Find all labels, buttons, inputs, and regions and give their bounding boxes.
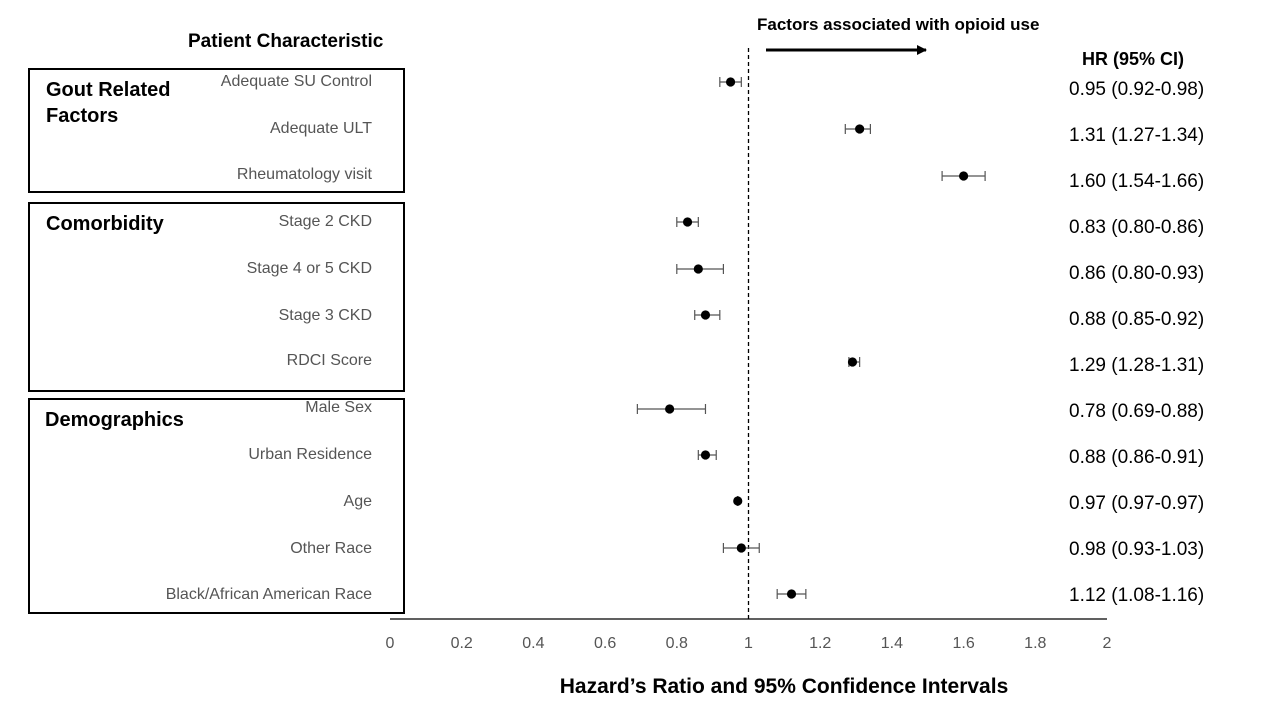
row-label: Black/African American Race xyxy=(165,586,372,603)
row-label: Stage 2 CKD xyxy=(278,213,372,230)
row-label: Age xyxy=(343,493,372,510)
hr-point xyxy=(733,496,743,506)
group-label-gout: Gout Related Factors xyxy=(46,79,171,127)
hr-point xyxy=(847,357,858,367)
hr-value: 0.98 (0.93-1.03) xyxy=(1069,539,1205,560)
row-label: Male Sex xyxy=(305,399,372,416)
hr-value: 0.78 (0.69-0.88) xyxy=(1069,401,1205,422)
hr-value: 0.88 (0.86-0.91) xyxy=(1069,447,1205,468)
x-axis-title: Hazard’s Ratio and 95% Confidence Interv… xyxy=(559,675,1009,698)
hr-value: 1.60 (1.54-1.66) xyxy=(1069,171,1205,192)
group-label-comorbidity: Comorbidity xyxy=(46,213,164,235)
row-label: Adequate ULT xyxy=(270,120,372,137)
hr-point xyxy=(855,124,865,134)
row-label: RDCI Score xyxy=(286,352,372,369)
row-label: Urban Residence xyxy=(248,446,372,463)
hr-value: 0.97 (0.97-0.97) xyxy=(1069,493,1205,514)
hr-value: 1.31 (1.27-1.34) xyxy=(1069,125,1205,146)
row-label: Adequate SU Control xyxy=(220,73,372,90)
x-tick-label: 0.6 xyxy=(594,635,616,652)
direction-annotation: Factors associated with opioid use xyxy=(757,15,1040,34)
hr-value: 1.29 (1.28-1.31) xyxy=(1069,355,1205,376)
hr-column-header: HR (95% CI) xyxy=(1082,49,1185,69)
x-tick-label: 0.4 xyxy=(522,635,544,652)
chart-title: Patient Characteristic xyxy=(188,31,384,52)
hr-point xyxy=(786,589,797,599)
hr-point xyxy=(665,404,675,414)
group-label-demographics: Demographics xyxy=(45,409,184,431)
x-tick-label: 1.4 xyxy=(881,635,903,652)
hr-point xyxy=(682,217,693,227)
hr-value: 1.12 (1.08-1.16) xyxy=(1069,585,1205,606)
hr-value: 0.88 (0.85-0.92) xyxy=(1069,309,1205,330)
group-box-demographics xyxy=(28,398,405,614)
hr-point xyxy=(700,450,711,460)
hr-value: 0.86 (0.80-0.93) xyxy=(1069,263,1205,284)
x-tick-label: 2 xyxy=(1103,635,1112,652)
row-label: Stage 3 CKD xyxy=(278,307,372,324)
group-box-comorbidity xyxy=(28,202,405,392)
x-tick-label: 1.8 xyxy=(1024,635,1046,652)
hr-point xyxy=(959,171,969,181)
x-tick-label: 0 xyxy=(386,635,395,652)
x-tick-label: 0.8 xyxy=(666,635,688,652)
x-tick-label: 1.6 xyxy=(952,635,974,652)
hr-value: 0.83 (0.80-0.86) xyxy=(1069,217,1205,238)
group-box-gout xyxy=(28,68,405,193)
hr-point xyxy=(700,310,711,320)
x-tick-label: 1.2 xyxy=(809,635,831,652)
hr-value: 0.95 (0.92-0.98) xyxy=(1069,79,1205,100)
hr-point xyxy=(725,77,736,87)
x-tick-label: 0.2 xyxy=(451,635,473,652)
row-label: Rheumatology visit xyxy=(236,166,372,183)
row-label: Stage 4 or 5 CKD xyxy=(246,260,372,277)
hr-point xyxy=(693,264,703,274)
row-label: Other Race xyxy=(290,540,372,557)
x-tick-label: 1 xyxy=(744,635,753,652)
hr-point xyxy=(736,543,746,553)
